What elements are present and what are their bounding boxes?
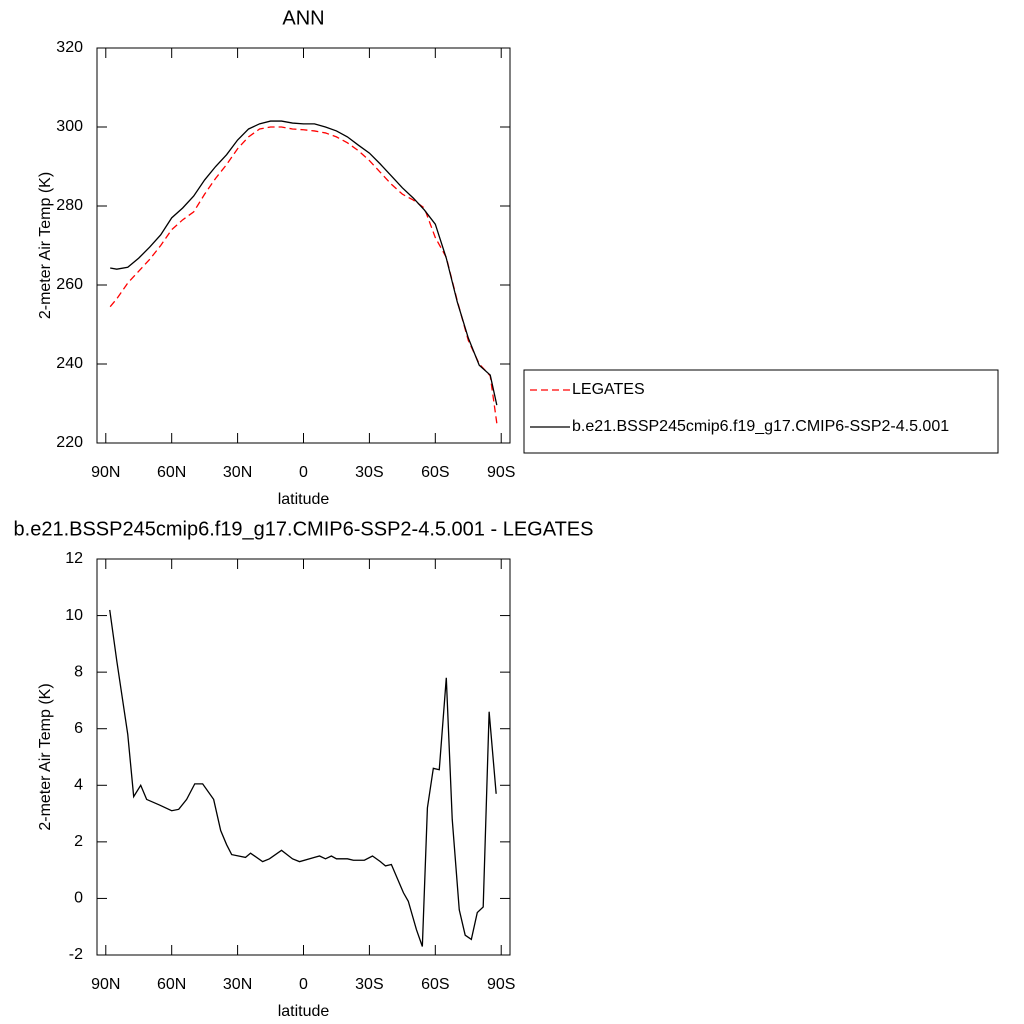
x-tick-label: 60S <box>421 976 449 993</box>
x-tick-label: 30S <box>355 464 383 481</box>
data-line <box>110 120 498 406</box>
x-tick-label: 30N <box>223 464 252 481</box>
y-tick-label: 280 <box>56 197 83 214</box>
legend-label: LEGATES <box>572 381 645 398</box>
y-tick-label: 220 <box>56 434 83 451</box>
y-axis-label: 2-meter Air Temp (K) <box>37 683 54 830</box>
y-tick-label: 320 <box>56 39 83 56</box>
x-tick-label: 30S <box>355 976 383 993</box>
y-tick-label: 2 <box>74 833 83 850</box>
y-tick-label: 260 <box>56 276 83 293</box>
x-tick-label: 60S <box>421 464 449 481</box>
y-tick-label: 4 <box>74 777 83 794</box>
x-tick-label: 90N <box>91 976 120 993</box>
x-axis-label: latitude <box>278 1003 330 1020</box>
legend-box <box>523 369 999 454</box>
y-tick-label: 240 <box>56 355 83 372</box>
x-tick-label: 90N <box>91 464 120 481</box>
x-tick-label: 60N <box>157 464 186 481</box>
data-line <box>109 126 498 424</box>
x-tick-label: 0 <box>299 976 308 993</box>
y-tick-label: 8 <box>74 663 83 680</box>
y-axis-label: 2-meter Air Temp (K) <box>37 172 54 319</box>
data-line <box>109 609 497 947</box>
x-tick-label: 30N <box>223 976 252 993</box>
y-tick-label: 10 <box>65 607 83 624</box>
legend-label: b.e21.BSSP245cmip6.f19_g17.CMIP6-SSP2-4.… <box>572 418 949 435</box>
y-tick-label: 300 <box>56 118 83 135</box>
x-tick-label: 90S <box>487 464 515 481</box>
x-tick-label: 0 <box>299 464 308 481</box>
x-axis-label: latitude <box>278 491 330 508</box>
y-tick-label: 12 <box>65 550 83 567</box>
plot-frame <box>96 47 511 444</box>
y-tick-label: -2 <box>69 946 83 963</box>
y-tick-label: 0 <box>74 890 83 907</box>
plot-frame <box>96 558 511 956</box>
x-tick-label: 90S <box>487 976 515 993</box>
chart-title: b.e21.BSSP245cmip6.f19_g17.CMIP6-SSP2-4.… <box>14 518 594 540</box>
chart-title: ANN <box>282 7 324 29</box>
y-tick-label: 6 <box>74 720 83 737</box>
x-tick-label: 60N <box>157 976 186 993</box>
